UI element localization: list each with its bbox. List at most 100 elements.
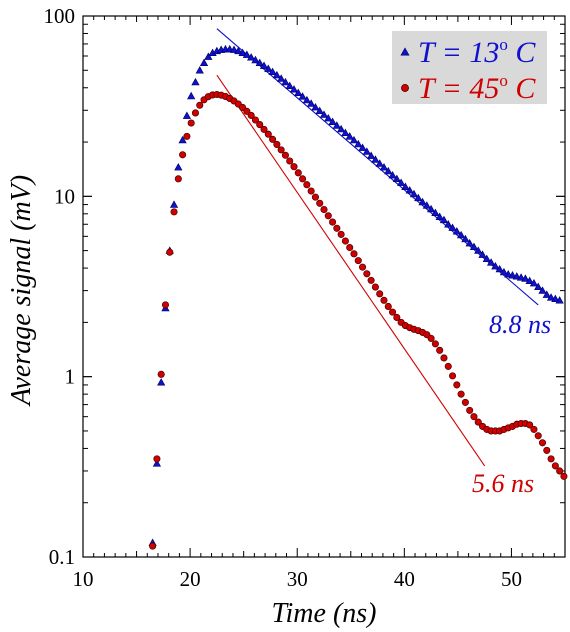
data-point (341, 237, 349, 245)
data-point (238, 48, 247, 56)
data-point (191, 109, 200, 117)
data-point (555, 296, 564, 304)
data-point (290, 163, 298, 171)
data-point (354, 139, 363, 148)
y-axis: 0.1 1 10 100 (44, 4, 565, 569)
data-point (397, 178, 406, 186)
data-point (289, 85, 299, 93)
data-point (311, 103, 320, 111)
fit-label-1: 5.6 ns (472, 469, 534, 498)
data-point (478, 250, 487, 258)
legend: T = 13o CT = 45o C (392, 31, 547, 105)
data-point (499, 267, 509, 276)
data-point (333, 224, 341, 232)
data-point (294, 88, 303, 96)
data-point (453, 381, 461, 389)
data-point (363, 270, 371, 278)
data-point (299, 175, 307, 183)
data-point (243, 107, 251, 115)
y-tick-label: 0.1 (49, 545, 75, 569)
data-point (255, 58, 264, 67)
legend-label-1: T = 45o C (418, 71, 536, 105)
data-point (504, 269, 513, 278)
data-points (148, 44, 568, 550)
data-point (542, 290, 551, 298)
data-point (448, 223, 457, 231)
data-point (319, 110, 329, 118)
data-point (341, 128, 350, 137)
data-point (414, 193, 423, 202)
y-axis-title: Average signal (mV) (6, 175, 37, 407)
data-point (452, 227, 461, 235)
data-point (174, 175, 182, 183)
data-point (461, 398, 469, 406)
data-point (486, 258, 496, 266)
plot-frame (82, 15, 566, 558)
y-tick-label: 10 (54, 184, 75, 208)
data-point (166, 248, 174, 256)
data-point (179, 151, 187, 159)
data-point (256, 121, 264, 129)
data-point (191, 77, 200, 86)
data-point (439, 215, 449, 224)
data-point (251, 116, 259, 124)
data-point (183, 132, 191, 140)
data-point (388, 170, 397, 179)
data-point (285, 81, 294, 90)
fit-line-1 (216, 74, 486, 467)
legend-marker-0 (400, 47, 410, 56)
data-point (358, 143, 367, 151)
data-point (431, 208, 440, 217)
x-tick-label: 50 (501, 567, 522, 591)
data-point (547, 455, 555, 463)
plot-area-border (82, 15, 566, 558)
x-tick-label: 40 (394, 567, 415, 591)
data-point (393, 313, 401, 321)
data-point (196, 101, 204, 109)
y-tick-label: 100 (44, 4, 76, 28)
data-point (294, 169, 302, 177)
data-point (157, 370, 165, 378)
legend-label-main: T = 13 (418, 36, 499, 69)
data-point (273, 140, 281, 148)
y-tick-label: 1 (65, 365, 76, 389)
data-point (199, 58, 209, 67)
data-point (234, 46, 243, 55)
legend-box (392, 31, 547, 104)
data-point (329, 218, 337, 226)
data-point (277, 74, 286, 82)
data-point (427, 204, 436, 213)
data-point (521, 274, 530, 282)
data-point (247, 53, 256, 61)
data-point (405, 186, 414, 194)
data-point (187, 91, 196, 100)
data-point (337, 230, 345, 238)
data-point (259, 61, 269, 69)
data-point (345, 132, 354, 140)
data-point (379, 163, 389, 171)
data-point (324, 212, 332, 220)
data-point (427, 334, 435, 342)
data-point (418, 197, 427, 206)
data-point (435, 212, 444, 220)
data-point (302, 95, 311, 104)
data-point (551, 294, 560, 303)
data-point (281, 151, 289, 159)
data-point (324, 114, 333, 122)
data-point (315, 106, 324, 114)
data-point (195, 66, 204, 74)
data-point (376, 290, 384, 298)
data-point (474, 418, 482, 426)
data-point (371, 283, 379, 291)
data-point (157, 378, 166, 386)
data-point (409, 189, 419, 198)
data-point (546, 293, 556, 301)
data-point (182, 111, 192, 119)
x-axis-title: Time (ns) (272, 598, 377, 629)
series-1 (149, 90, 568, 550)
data-point (525, 276, 534, 285)
data-point (260, 125, 268, 133)
data-point (543, 446, 551, 454)
data-point (457, 390, 465, 398)
